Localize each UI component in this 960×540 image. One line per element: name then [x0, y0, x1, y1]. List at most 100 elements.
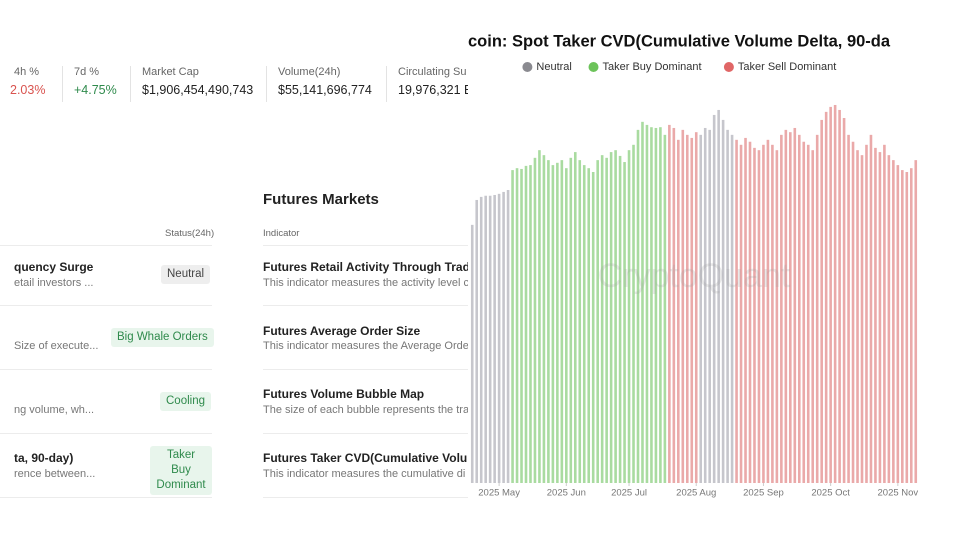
bar	[668, 124, 671, 484]
bar	[542, 155, 546, 483]
bar	[609, 152, 613, 483]
bar	[596, 160, 599, 484]
bar	[851, 141, 855, 483]
bar	[892, 160, 895, 484]
row-desc: This indicator measures the Average Orde	[263, 340, 469, 352]
bar	[878, 152, 882, 483]
row-title: Futures Taker CVD(Cumulative Volume	[263, 451, 485, 465]
watermark: CryptoQuant	[598, 257, 791, 295]
bar	[547, 160, 550, 484]
row-title: quency Surge	[14, 260, 94, 274]
bar	[650, 127, 653, 484]
legend-label: Taker Sell Dominant	[738, 61, 836, 73]
bar	[573, 152, 577, 483]
bar	[560, 160, 564, 484]
bar	[605, 157, 608, 483]
bar	[753, 147, 756, 483]
bar	[802, 141, 806, 483]
bar	[887, 155, 891, 483]
bar	[739, 144, 743, 483]
bar	[470, 224, 474, 483]
bar	[533, 157, 537, 483]
bar	[856, 150, 859, 483]
bar	[636, 129, 640, 483]
x-tick-label: 2025 Jul	[611, 488, 647, 499]
stat-value: +4.75%	[74, 83, 117, 97]
bar	[820, 119, 823, 483]
divider	[0, 245, 212, 246]
bar	[780, 134, 783, 483]
divider	[266, 66, 267, 102]
bar	[806, 144, 810, 483]
row-title: Futures Retail Activity Through Tradin	[263, 260, 481, 274]
bar	[811, 150, 815, 483]
bar	[681, 129, 685, 483]
bar	[627, 150, 631, 483]
bar	[717, 109, 720, 483]
bar	[869, 134, 873, 483]
x-tick-label: 2025 Aug	[676, 488, 716, 499]
bar	[623, 162, 626, 483]
row-desc: ng volume, wh...	[14, 404, 95, 416]
bar	[726, 129, 729, 483]
divider	[263, 245, 468, 246]
stat-value: $55,141,696,774	[278, 83, 372, 97]
bar	[865, 144, 868, 483]
row-desc: The size of each bubble represents the t…	[263, 404, 470, 416]
bar	[511, 170, 514, 484]
bar	[529, 165, 532, 484]
bar	[672, 127, 676, 484]
status-badge: Neutral	[161, 265, 211, 284]
bar	[582, 165, 586, 484]
row-title: Futures Volume Bubble Map	[263, 387, 425, 401]
bar	[838, 109, 841, 483]
bar	[506, 190, 510, 483]
bar	[797, 134, 801, 483]
stat-value: $1,906,454,490,743	[142, 83, 254, 97]
divider	[263, 305, 468, 306]
divider	[0, 497, 212, 498]
bar	[569, 157, 573, 483]
bar	[815, 134, 819, 483]
legend-swatch	[588, 62, 599, 72]
bar	[860, 155, 864, 483]
bar	[793, 127, 797, 484]
bar	[659, 127, 662, 484]
stat-label: Circulating Su	[398, 66, 467, 78]
x-tick-label: 2025 Jun	[547, 488, 586, 499]
status-badge: Big Whale Orders	[111, 328, 214, 347]
bar	[712, 114, 716, 483]
bar	[551, 165, 555, 484]
bar	[766, 139, 770, 483]
bar	[654, 127, 658, 484]
stat-value: 19,976,321 B	[398, 83, 473, 97]
bar	[488, 195, 492, 483]
stat-label: 4h %	[14, 66, 40, 78]
bar	[641, 121, 644, 484]
bar	[730, 134, 734, 483]
bar	[721, 119, 725, 483]
bar	[914, 160, 918, 484]
bar	[909, 168, 913, 483]
legend-label: Taker Buy Dominant	[603, 61, 702, 73]
bar	[703, 127, 707, 484]
bar	[677, 139, 680, 483]
bar	[515, 168, 519, 483]
bar	[524, 165, 528, 483]
divider	[0, 305, 212, 306]
status-badge: Taker Buy Dominant	[150, 446, 212, 495]
bar	[663, 134, 667, 483]
bar	[645, 124, 649, 484]
divider	[130, 66, 131, 102]
bar	[901, 170, 904, 484]
bar	[829, 106, 832, 484]
bar	[475, 199, 479, 483]
row-desc: rence between...	[14, 468, 96, 480]
x-tick-label: 2025 Sep	[743, 488, 784, 499]
column-header: Status(24h)	[165, 228, 215, 239]
bar	[833, 104, 837, 483]
column-header: Indicator	[263, 228, 300, 239]
row-desc: This indicator measures the activity lev…	[263, 277, 470, 289]
bar	[618, 155, 622, 483]
stat-label: Market Cap	[142, 66, 199, 78]
